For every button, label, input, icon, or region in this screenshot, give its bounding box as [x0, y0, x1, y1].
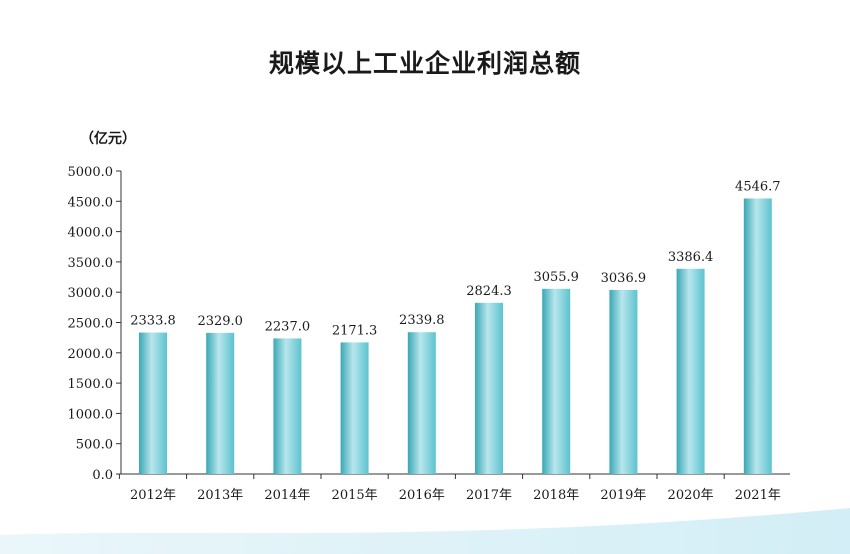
data-label: 4546.7 — [735, 179, 781, 194]
y-tick-label: 4000.0 — [68, 226, 114, 241]
bar-2019年 — [609, 289, 638, 474]
x-tick-label: 2017年 — [466, 488, 512, 503]
y-tick-label: 3000.0 — [68, 286, 114, 301]
data-label: 2333.8 — [130, 314, 176, 329]
data-label: 2339.8 — [399, 313, 445, 328]
chart-title: 规模以上工业企业利润总额 — [268, 49, 581, 78]
data-label: 3055.9 — [533, 270, 579, 285]
bar-2015年 — [340, 342, 369, 474]
y-tick-label: 5000.0 — [68, 165, 114, 180]
x-tick-label: 2014年 — [264, 488, 310, 503]
x-tick-label: 2020年 — [668, 488, 714, 503]
y-tick-label: 500.0 — [76, 438, 113, 453]
bar-2021年 — [743, 198, 772, 475]
bar-2013年 — [206, 332, 235, 474]
y-tick-label: 3500.0 — [68, 256, 114, 271]
x-tick-label: 2021年 — [735, 488, 781, 503]
y-tick-label: 1000.0 — [68, 407, 114, 422]
bar-2012年 — [139, 332, 167, 474]
y-tick-label: 1500.0 — [68, 377, 114, 392]
y-tick-label: 0.0 — [92, 468, 113, 483]
background-wave — [0, 508, 850, 554]
y-axis-unit: （亿元） — [80, 131, 136, 147]
data-label: 2824.3 — [466, 284, 512, 299]
data-label: 3386.4 — [668, 250, 714, 265]
x-tick-label: 2015年 — [332, 488, 378, 503]
bar-2016年 — [407, 332, 436, 474]
data-label: 2237.0 — [265, 319, 311, 334]
x-tick-label: 2019年 — [600, 488, 646, 503]
y-tick-label: 4500.0 — [68, 195, 114, 210]
y-tick-label: 2500.0 — [68, 317, 114, 332]
bar-2017年 — [475, 302, 503, 474]
bar-2020年 — [676, 268, 705, 474]
x-tick-label: 2018年 — [533, 488, 579, 503]
x-tick-label: 2016年 — [399, 488, 445, 503]
bar-2018年 — [542, 288, 571, 474]
x-tick-label: 2012年 — [130, 488, 176, 503]
bar-2014年 — [273, 338, 302, 474]
y-tick-label: 2000.0 — [68, 347, 114, 362]
data-label: 2329.0 — [197, 314, 243, 329]
data-label: 3036.9 — [601, 271, 647, 286]
data-label: 2171.3 — [332, 323, 378, 338]
x-tick-label: 2013年 — [197, 488, 243, 503]
